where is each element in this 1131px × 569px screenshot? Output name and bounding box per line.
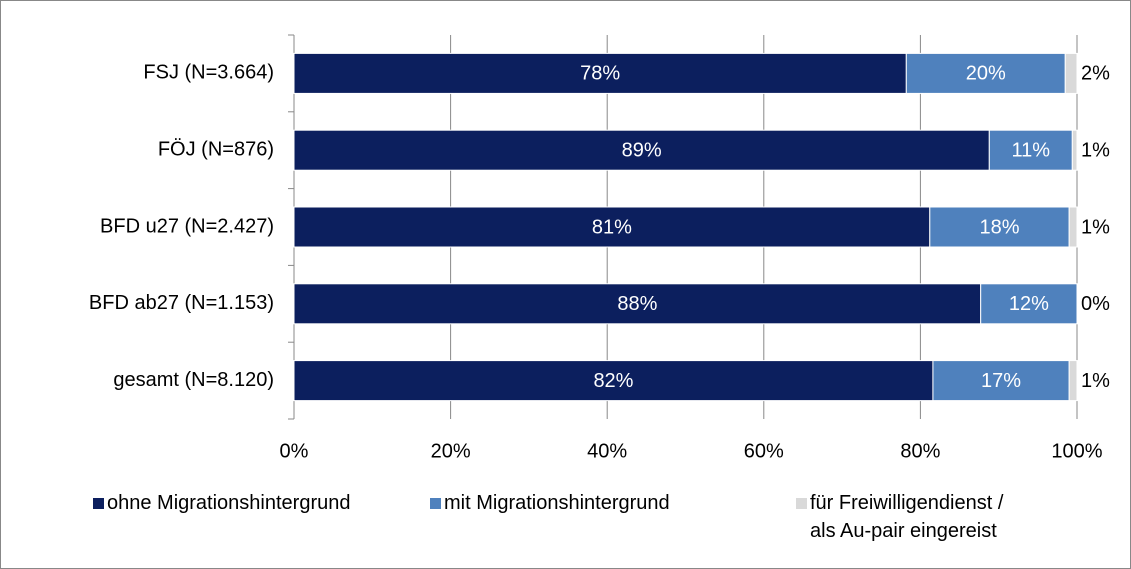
bar-segment (932, 360, 1070, 402)
y-tick-label: FSJ (N=3.664) (143, 62, 274, 84)
data-label: 88% (617, 293, 657, 315)
data-label: 2% (1081, 63, 1110, 85)
data-label: 89% (622, 139, 662, 161)
x-tick-label: 20% (431, 440, 471, 462)
x-tick-label: 40% (587, 440, 627, 462)
bar-segment (1068, 206, 1078, 248)
bar-segment (1064, 52, 1078, 94)
x-tick-label: 100% (1051, 440, 1102, 462)
data-label: 17% (981, 370, 1021, 392)
bar-segment (293, 360, 934, 402)
legend-label: für Freiwilligendienst / als Au-pair ein… (810, 492, 1004, 542)
bar-segment (980, 283, 1078, 325)
data-label: 20% (966, 63, 1006, 85)
y-tick-label: gesamt (N=8.120) (113, 369, 274, 391)
y-tick-label: FÖJ (N=876) (158, 138, 274, 160)
legend-swatch (430, 498, 441, 509)
legend-swatch (796, 498, 807, 509)
data-label: 81% (592, 216, 632, 238)
bar-segment (293, 206, 931, 248)
legend-label: mit Migrationshintergrund (444, 492, 670, 514)
y-tick-label: BFD u27 (N=2.427) (100, 215, 274, 237)
x-tick-label: 0% (280, 440, 309, 462)
bar-segment (929, 206, 1070, 248)
bar-segment (988, 129, 1073, 171)
data-label: 1% (1081, 216, 1110, 238)
data-label: 12% (1009, 293, 1049, 315)
legend-label: ohne Migrationshintergrund (107, 492, 351, 514)
bar-segment (1068, 360, 1078, 402)
bar-segment (1071, 129, 1078, 171)
data-label: 82% (593, 370, 633, 392)
bar-segment (293, 129, 990, 171)
data-label: 18% (979, 216, 1019, 238)
y-tick-label: BFD ab27 (N=1.153) (89, 292, 274, 314)
x-tick-label: 60% (744, 440, 784, 462)
data-label: 1% (1081, 370, 1110, 392)
data-label: 0% (1081, 293, 1110, 315)
bar-segment (293, 52, 907, 94)
data-label: 78% (580, 63, 620, 85)
bar-segment (905, 52, 1066, 94)
data-label: 1% (1081, 139, 1110, 161)
x-tick-label: 80% (900, 440, 940, 462)
legend-swatch (93, 498, 104, 509)
data-label: 11% (1012, 139, 1051, 161)
